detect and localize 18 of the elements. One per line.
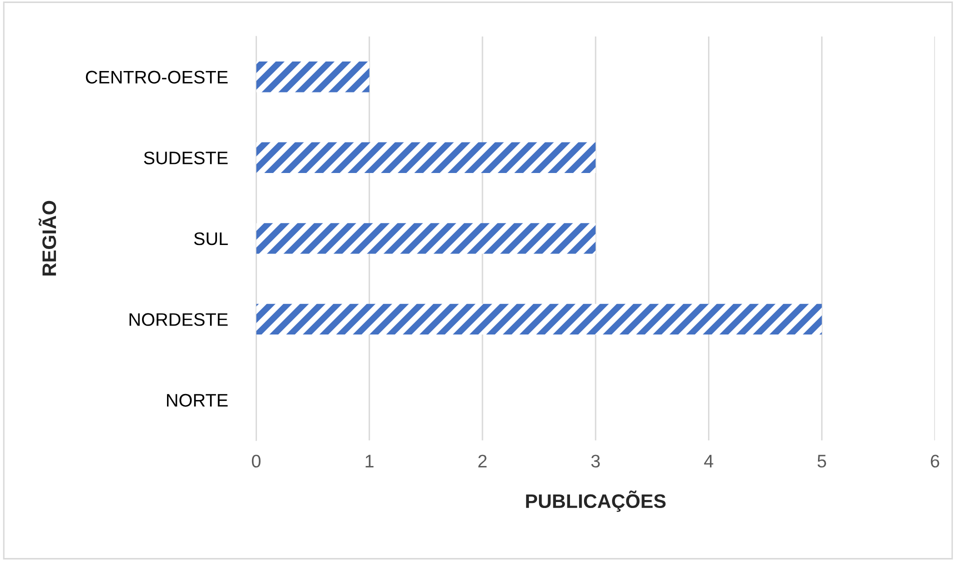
bar (256, 62, 370, 92)
x-tick-label: 3 (591, 454, 600, 468)
bar (256, 304, 822, 335)
x-tick-label: 4 (704, 454, 714, 468)
y-tick-label: SUDESTE (144, 152, 228, 164)
y-tick-label: NORTE (167, 394, 228, 407)
x-tick-label: 6 (930, 454, 940, 468)
y-axis-title: REGIÃO (38, 200, 56, 276)
bar (256, 142, 596, 173)
x-axis-title: PUBLICAÇÕES (526, 490, 666, 512)
y-tick-label: CENTRO-OESTE (86, 70, 228, 84)
y-tick-label: SUL (194, 232, 228, 246)
bar (256, 223, 596, 254)
x-tick-label: 1 (366, 454, 374, 468)
x-tick-label: 2 (478, 454, 487, 468)
y-tick-label: NORDESTE (130, 313, 228, 326)
x-tick-label: 0 (252, 454, 261, 468)
x-tick-label: 5 (818, 454, 826, 468)
